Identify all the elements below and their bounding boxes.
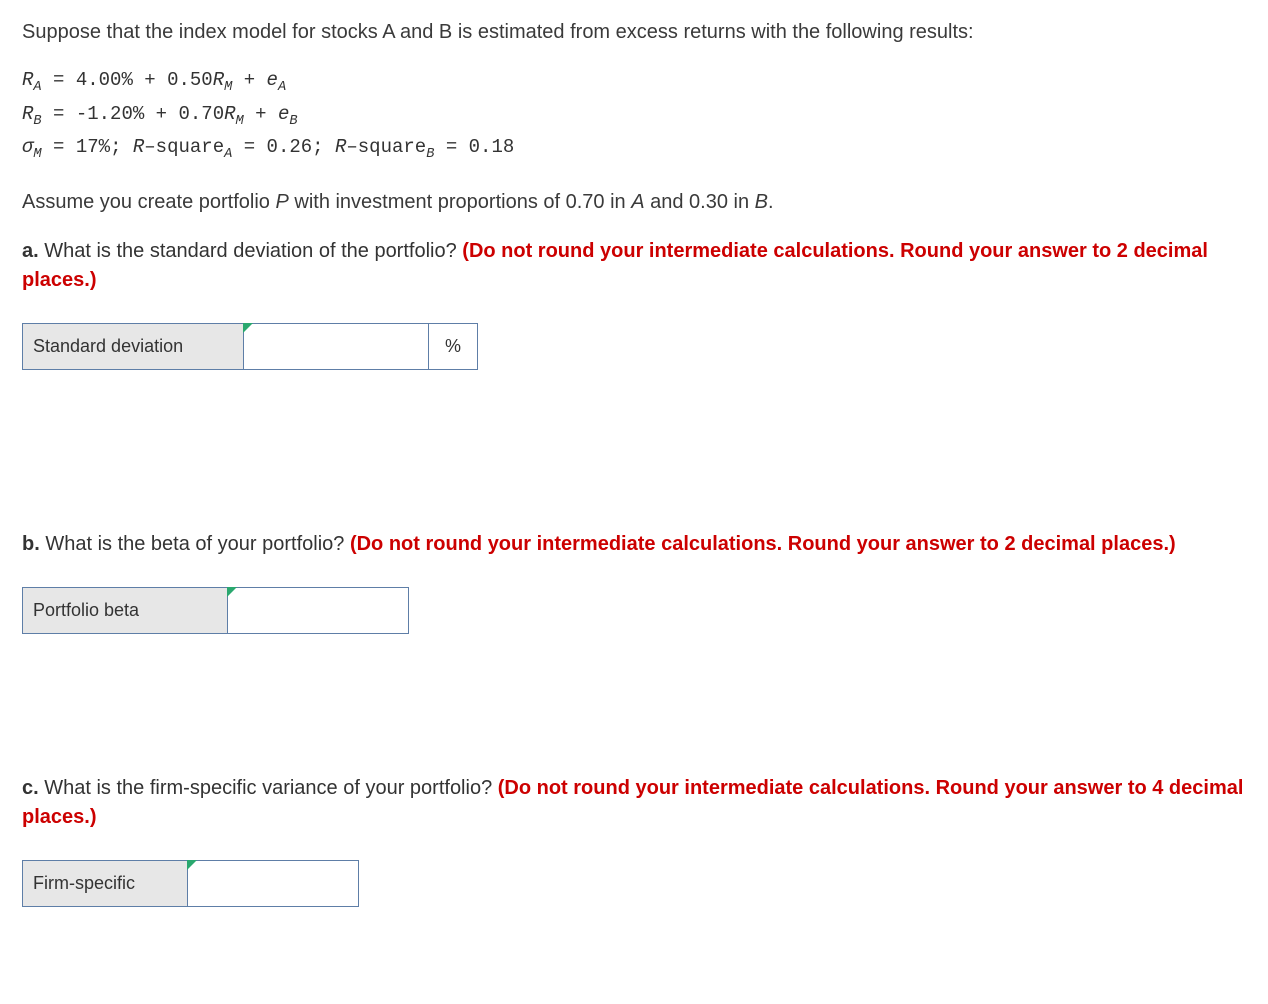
eqn-stats: σM = 17%; R–squareA = 0.26; R–squareB = … (22, 132, 1246, 166)
qb-label: b. (22, 533, 40, 555)
sigma-m: 17% (76, 136, 110, 158)
eqn-rb: RB = -1.20% + 0.70RM + eB (22, 99, 1246, 133)
rsq-b: 0.18 (469, 136, 515, 158)
rb-alpha: -1.20% (76, 103, 144, 125)
qb-input-cell[interactable] (228, 588, 409, 634)
spacer (22, 634, 1246, 754)
question-page: Suppose that the index model for stocks … (0, 0, 1268, 925)
model-equations: RA = 4.00% + 0.50RM + eA RB = -1.20% + 0… (22, 65, 1246, 166)
period: . (768, 191, 774, 213)
table-row: Standard deviation % (23, 324, 478, 370)
firm-specific-input[interactable] (198, 867, 348, 900)
ra-alpha: 4.00% (76, 69, 133, 91)
rb-beta: 0.70 (178, 103, 224, 125)
sym-b: B (755, 191, 768, 213)
portfolio-setup: Assume you create portfolio P with inves… (22, 188, 1246, 217)
portfolio-mid2: and 0.30 in (645, 191, 755, 213)
standard-deviation-input[interactable] (254, 330, 418, 363)
qb-text: What is the beta of your portfolio? (40, 533, 350, 555)
rsq-a: 0.26 (267, 136, 313, 158)
answer-table-b: Portfolio beta (22, 587, 409, 634)
answer-table-c: Firm-specific (22, 860, 359, 907)
input-marker-icon (227, 587, 237, 597)
table-row: Firm-specific (23, 861, 359, 907)
qc-input-cell[interactable] (188, 861, 359, 907)
question-c: c. What is the firm-specific variance of… (22, 774, 1246, 832)
qc-row-label: Firm-specific (23, 861, 188, 907)
qa-unit: % (429, 324, 478, 370)
portfolio-pre: Assume you create portfolio (22, 191, 275, 213)
qa-text: What is the standard deviation of the po… (39, 240, 463, 262)
eqn-ra: RA = 4.00% + 0.50RM + eA (22, 65, 1246, 99)
qa-input-cell[interactable] (244, 324, 429, 370)
portfolio-symbol: P (275, 191, 288, 213)
question-a: a. What is the standard deviation of the… (22, 237, 1246, 295)
qa-label: a. (22, 240, 39, 262)
qb-hint: (Do not round your intermediate calculat… (350, 533, 1176, 555)
ra-beta: 0.50 (167, 69, 213, 91)
portfolio-beta-input[interactable] (238, 594, 398, 627)
qc-label: c. (22, 777, 39, 799)
input-marker-icon (187, 860, 197, 870)
qc-text: What is the firm-specific variance of yo… (39, 777, 498, 799)
portfolio-mid: with investment proportions of 0.70 in (289, 191, 631, 213)
answer-table-a: Standard deviation % (22, 323, 478, 370)
spacer (22, 370, 1246, 510)
qb-row-label: Portfolio beta (23, 588, 228, 634)
sym-a: A (631, 191, 644, 213)
qa-row-label: Standard deviation (23, 324, 244, 370)
input-marker-icon (243, 323, 253, 333)
question-b: b. What is the beta of your portfolio? (… (22, 530, 1246, 559)
table-row: Portfolio beta (23, 588, 409, 634)
intro-text: Suppose that the index model for stocks … (22, 18, 1246, 47)
